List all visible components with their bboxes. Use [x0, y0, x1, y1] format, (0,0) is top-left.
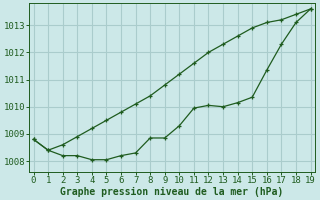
X-axis label: Graphe pression niveau de la mer (hPa): Graphe pression niveau de la mer (hPa)	[60, 186, 284, 197]
